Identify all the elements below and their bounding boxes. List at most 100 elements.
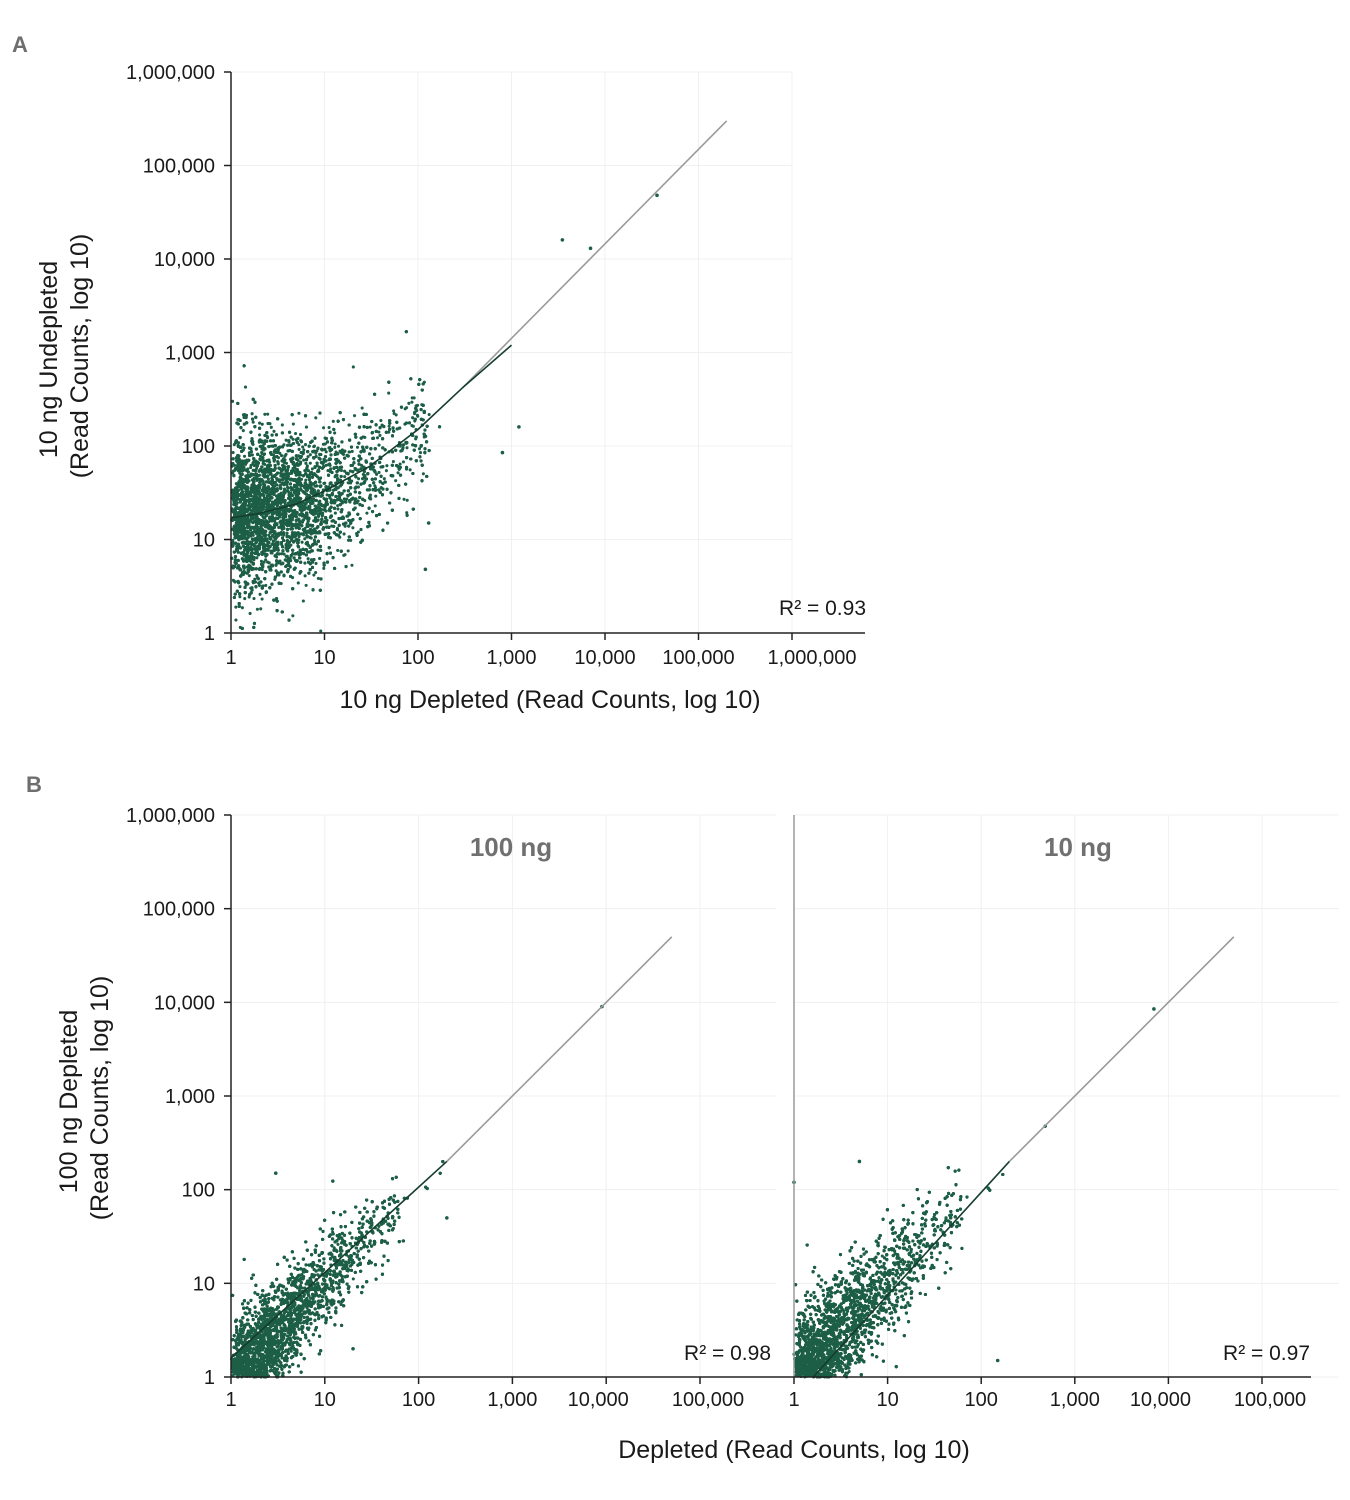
data-point [302,448,306,452]
data-point [314,416,318,420]
data-point [346,538,351,542]
data-point [241,429,245,433]
data-point [251,442,255,446]
data-point [351,365,355,369]
data-point [297,411,301,415]
data-point [416,414,420,418]
data-point [274,569,278,573]
data-point [250,412,254,416]
data-point [311,482,315,486]
data-point [238,595,242,599]
data-point [355,445,360,449]
data-point [343,475,347,479]
data-point [342,553,346,557]
data-point [304,425,308,429]
data-point [368,425,372,429]
data-point [340,448,344,452]
data-point [351,526,355,530]
data-point [258,433,262,437]
data-point [307,499,311,503]
data-point [259,607,263,611]
data-point [377,430,381,434]
data-point [303,561,307,565]
data-point [417,447,422,451]
data-point [303,443,308,447]
data-point [302,458,306,462]
data-point [382,477,386,481]
data-point [264,583,268,587]
data-point [247,595,251,599]
data-point [346,549,350,553]
data-point [312,573,316,577]
data-point [374,494,378,498]
data-point [336,504,340,508]
data-point [333,445,337,449]
data-point [385,464,389,468]
data-point [247,501,251,505]
data-point [314,542,318,546]
data-point [317,500,321,504]
data-point [329,467,333,471]
data-point [312,445,316,449]
data-point [348,469,352,473]
data-point [306,455,310,459]
data-point [411,416,415,420]
data-point [401,460,405,464]
data-point [405,446,409,450]
data-point [384,469,388,473]
data-point [314,570,318,575]
data-point [301,445,305,449]
data-point [253,577,257,581]
data-point [407,401,411,405]
data-point [279,454,284,458]
data-point [375,436,380,440]
data-point [342,497,346,501]
data-point [242,454,247,458]
panel-a-gridlines [230,71,793,634]
data-point [318,556,322,561]
data-point [408,468,412,472]
data-point [375,472,379,476]
data-point [297,447,301,451]
data-point [255,556,259,560]
data-point [405,498,409,502]
data-point [316,548,320,552]
data-point [333,442,337,446]
data-point [304,583,308,587]
data-point [269,425,273,429]
data-point [303,537,307,541]
data-point [322,481,326,485]
data-point [412,396,416,400]
data-point [405,511,409,515]
data-point [342,469,347,473]
data-point [260,597,264,601]
data-point [246,467,250,471]
data-point [352,414,357,418]
data-point [284,554,288,558]
data-point [264,558,268,562]
data-point [306,557,310,561]
data-point [314,561,318,565]
data-point [304,461,308,465]
data-point [294,473,298,477]
data-point [291,614,295,618]
data-point [324,450,328,454]
data-point [263,439,267,443]
data-point [322,426,326,430]
data-point [231,450,235,455]
data-point [326,440,330,444]
data-point [240,606,244,610]
data-point [378,433,382,437]
data-point [251,420,255,424]
data-point [336,444,341,448]
data-point [234,618,238,622]
data-point [312,538,316,542]
panel-a-letter: A [12,32,28,57]
data-point [327,425,331,430]
data-point [259,559,263,563]
data-point [316,503,321,507]
data-point [314,454,318,459]
data-point [387,391,391,395]
data-point [323,442,327,446]
data-point [263,412,267,416]
